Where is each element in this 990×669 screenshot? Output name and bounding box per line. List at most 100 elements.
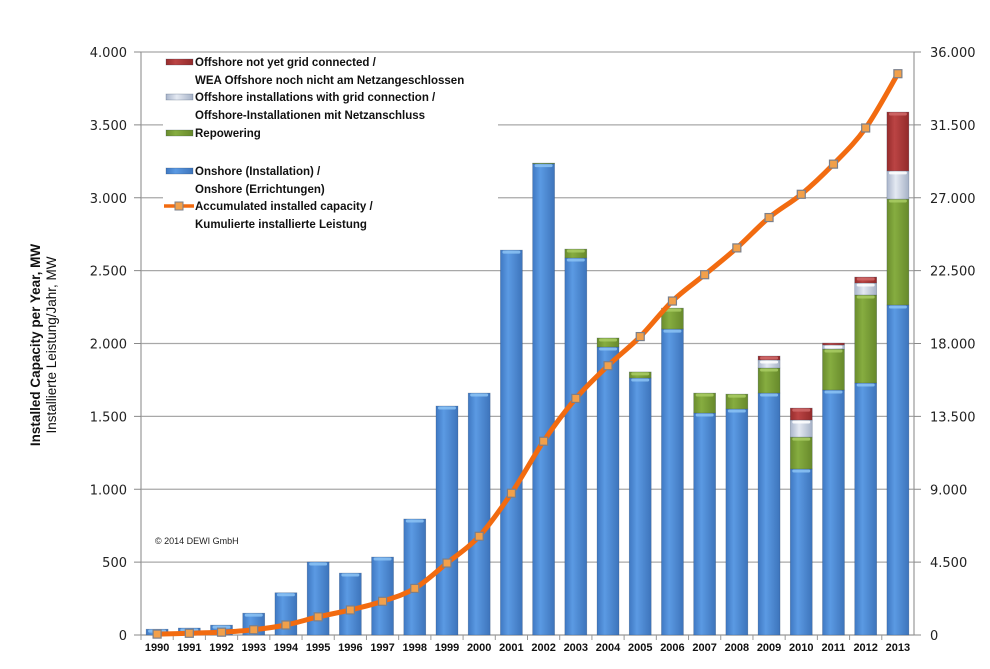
bar-onshore-highlight <box>760 393 779 397</box>
legend-swatch-onshore <box>165 167 194 175</box>
bar-onshore <box>596 346 620 636</box>
bar-onshore <box>886 304 910 636</box>
bar-stack-2011 <box>822 342 845 636</box>
bar-onshore <box>306 561 330 636</box>
legend-item-repowering: Repowering <box>165 128 261 140</box>
y2-tick-label: 4.500 <box>930 556 967 571</box>
x-tick-label: 2000 <box>467 642 491 654</box>
line-marker-2009 <box>764 212 774 223</box>
bar-repowering-highlight <box>599 338 618 342</box>
x-tick-label: 2009 <box>757 642 781 654</box>
bar-repowering-highlight <box>856 295 875 299</box>
bar-offshore-connected <box>854 282 877 296</box>
x-tick-label: 2010 <box>789 642 813 654</box>
y2-tick-label: 36.000 <box>930 46 976 61</box>
bar-offshore-not-connected-highlight <box>760 356 779 360</box>
bar-repowering <box>789 436 813 470</box>
y2-tick-label: 18.000 <box>930 338 976 353</box>
bar-onshore-highlight <box>373 557 392 561</box>
bar-onshore-highlight <box>856 383 875 387</box>
bar-onshore <box>500 249 523 636</box>
legend-label-line1: Offshore installations with grid connect… <box>195 92 436 104</box>
bar-stack-1996 <box>339 572 362 636</box>
bar-stack-2012 <box>854 276 877 636</box>
legend-label-line2: WEA Offshore noch nicht am Netzangeschlo… <box>195 75 464 87</box>
bar-repowering <box>725 393 749 410</box>
legend-label-line1: Offshore not yet grid connected / <box>195 57 377 69</box>
legend-item-offshore-not-connected: Offshore not yet grid connected / WEA Off… <box>165 57 464 87</box>
y-tick-label: 500 <box>102 556 127 571</box>
bar-onshore-highlight <box>341 573 360 577</box>
x-tick-label: 1996 <box>338 642 362 654</box>
bar-offshore-not-connected-highlight <box>792 408 811 412</box>
x-tick-label: 1991 <box>177 642 201 654</box>
bar-offshore-not-connected <box>886 111 910 172</box>
bar-repowering-highlight <box>824 349 843 353</box>
x-tick-label: 2008 <box>725 642 749 654</box>
bar-stack-2000 <box>467 392 491 636</box>
x-tick-label: 2003 <box>564 642 588 654</box>
bar-repowering <box>854 294 877 384</box>
x-tick-label: 2013 <box>886 642 910 654</box>
bar-repowering <box>886 198 910 306</box>
y-axis-title: Installed Capacity per Year, MW Installi… <box>28 244 59 447</box>
y-tick-label: 2.500 <box>90 265 127 280</box>
bar-onshore-highlight <box>534 164 553 168</box>
bar-onshore-highlight <box>792 469 811 473</box>
bar-repowering-highlight <box>888 199 907 203</box>
y2-tick-label: 27.000 <box>930 192 976 207</box>
bar-repowering-highlight <box>727 394 746 398</box>
x-tick-label: 1995 <box>306 642 330 654</box>
bar-onshore-highlight <box>599 347 618 351</box>
bar-repowering-highlight <box>566 249 585 253</box>
accumulated-line <box>152 69 903 639</box>
copyright-annotation: © 2014 DEWI GmbH <box>155 536 239 546</box>
line-marker-1998 <box>410 583 420 594</box>
line-marker-2002 <box>539 436 549 446</box>
line-marker-2011 <box>828 159 839 169</box>
bar-repowering <box>596 337 620 348</box>
y-tick-label: 2.000 <box>90 338 127 353</box>
bar-onshore-highlight <box>470 393 489 397</box>
legend-label-line1: Onshore (Installation) / <box>195 166 321 178</box>
bar-onshore-highlight <box>727 409 746 413</box>
bar-stack-2010 <box>789 407 813 636</box>
bar-onshore <box>532 163 555 636</box>
bar-offshore-connected-highlight <box>792 420 811 424</box>
bar-offshore-connected-highlight <box>888 171 907 175</box>
bar-offshore-not-connected-highlight <box>856 277 875 281</box>
line-marker-1997 <box>377 596 388 606</box>
bar-onshore-highlight <box>663 329 682 333</box>
bar-stack-2008 <box>725 393 749 636</box>
y2-tick-label: 31.500 <box>930 119 976 134</box>
line-marker-1992 <box>216 627 227 637</box>
bar-onshore-highlight <box>824 390 843 394</box>
legend-swatch-repowering <box>165 129 194 137</box>
line-marker-2008 <box>732 243 742 253</box>
y-tick-label: 3.500 <box>90 119 127 134</box>
x-tick-label: 1992 <box>209 642 233 654</box>
x-tick-label: 1997 <box>370 642 394 654</box>
y2-tick-label: 22.500 <box>930 265 976 280</box>
line-marker-2006 <box>667 296 678 306</box>
bar-repowering <box>757 367 781 394</box>
bar-offshore-connected <box>757 359 781 369</box>
legend-label-line1: Repowering <box>195 128 261 140</box>
legend-background <box>163 54 498 240</box>
legend-item-offshore-connected: Offshore installations with grid connect… <box>165 92 436 122</box>
bar-onshore-highlight <box>502 250 521 254</box>
line-marker-2007 <box>700 270 710 280</box>
y-axis-title-en: Installed Capacity per Year, MW <box>28 244 43 447</box>
line-marker-1991 <box>184 628 194 638</box>
y2-tick-label: 13.500 <box>930 410 976 425</box>
bar-onshore-highlight <box>566 258 585 262</box>
y-tick-label: 3.000 <box>90 192 127 207</box>
bar-stack-1998 <box>403 518 427 636</box>
y-axis-right-ticks: 0 4.500 9.000 13.500 18.000 22.500 27.000 31.50… <box>914 46 976 644</box>
line-marker-2003 <box>571 393 581 404</box>
bar-onshore-highlight <box>244 613 263 617</box>
x-tick-label: 2012 <box>853 642 877 654</box>
x-tick-label: 2006 <box>660 642 684 654</box>
legend-item-accumulated: Accumulated installed capacity / Kumulier… <box>164 201 373 231</box>
